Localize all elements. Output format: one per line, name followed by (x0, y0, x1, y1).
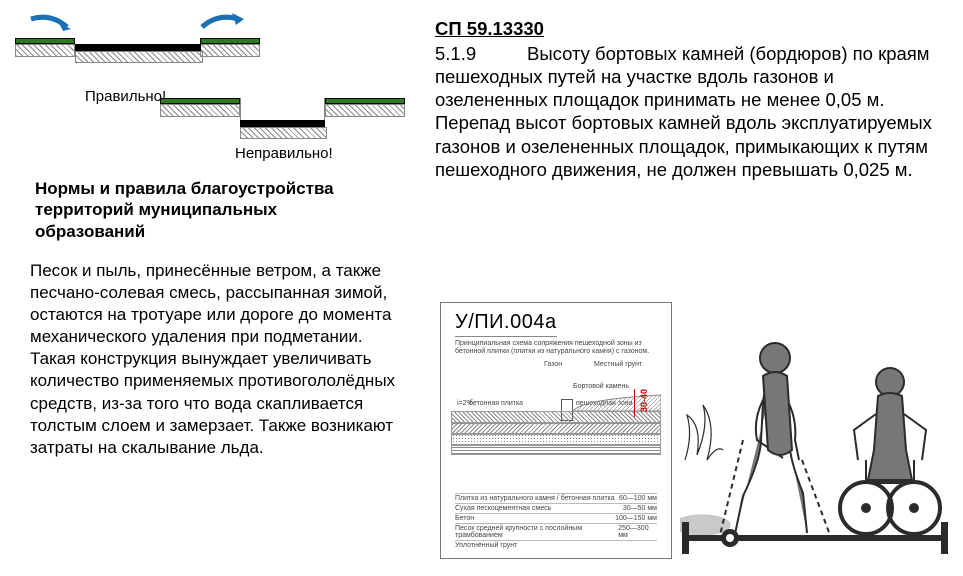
road-base (75, 51, 203, 63)
dim-line (634, 389, 635, 417)
legend-label: Песок средней крупности с послойным трам… (455, 525, 618, 539)
ground-left (160, 98, 240, 116)
standard-text: 5.1.9Высоту бортовых камней (бордюров) п… (435, 42, 945, 181)
runoff-arrow-right (198, 11, 244, 31)
clause-para2: Перепад высот бортовых камней вдоль эксп… (435, 112, 932, 179)
cross-section (451, 411, 661, 463)
drainage-diagram: Правильно! Неправильно! (10, 10, 410, 78)
legend-row: Песок средней крупности с послойным трам… (455, 523, 657, 540)
incorrect-label: Неправильно! (235, 145, 333, 162)
road-base (240, 127, 327, 139)
legend-row: Уплотнённый грунт (455, 540, 657, 550)
tech-code: У/ПИ.004а (455, 311, 557, 337)
legend-row: Бетон 100—150 мм (455, 513, 657, 523)
technical-drawing-card: У/ПИ.004а Принципиальная схема сопряжени… (440, 302, 672, 559)
correct-label: Правильно! (85, 88, 166, 105)
layer-legend: Плитка из натурального камня / бетонная … (455, 493, 657, 550)
legend-label: Уплотнённый грунт (455, 542, 517, 549)
runoff-arrow-left (25, 11, 71, 31)
legend-value: 100—150 мм (615, 515, 657, 522)
left-title: Нормы и правила благоустройства территор… (35, 178, 375, 242)
tech-subtitle: Принципиальная схема сопряжения пешеходн… (455, 340, 657, 357)
callout-gazon: Газон (544, 361, 562, 368)
road-surface (240, 120, 325, 127)
ground-left (15, 38, 75, 56)
drop-wall-right (324, 98, 326, 120)
bush-icon (680, 405, 730, 535)
left-body: Песок и пыль, принесённые ветром, а такж… (30, 260, 405, 459)
correct-variant (10, 10, 410, 78)
legend-label: Плитка из натурального камня / бетонная … (455, 495, 615, 502)
ground-right (325, 98, 405, 116)
legend-row: Плитка из натурального камня / бетонная … (455, 493, 657, 503)
road-surface (75, 44, 201, 51)
legend-label: Сухая пескоцементная смесь (455, 505, 551, 512)
wheelchair-user-icon (840, 368, 940, 534)
standard-code: СП 59.13330 (435, 18, 544, 40)
legend-row: Сухая пескоцементная смесь 30—50 мм (455, 503, 657, 513)
incorrect-variant: Неправильно! (160, 90, 420, 180)
stratum-stripes (451, 444, 661, 455)
legend-value: 60—100 мм (619, 495, 657, 502)
legend-label: Бетон (455, 515, 474, 522)
callout-grunt: Местный грунт (594, 361, 642, 368)
slope-label: i=2% (457, 400, 473, 407)
accessibility-illustration (680, 310, 950, 560)
cane-left (720, 440, 743, 535)
callout-plitka: бетонная плитка (469, 400, 523, 407)
drop-wall-left (240, 98, 242, 120)
legend-value: 250—300 мм (618, 525, 657, 539)
legend-value: 30—50 мм (623, 505, 657, 512)
ground-right (200, 38, 260, 56)
blind-pedestrian-icon (735, 343, 807, 534)
curb-dimension: 30-40 (639, 389, 649, 412)
clause-number: 5.1.9 (435, 42, 527, 65)
